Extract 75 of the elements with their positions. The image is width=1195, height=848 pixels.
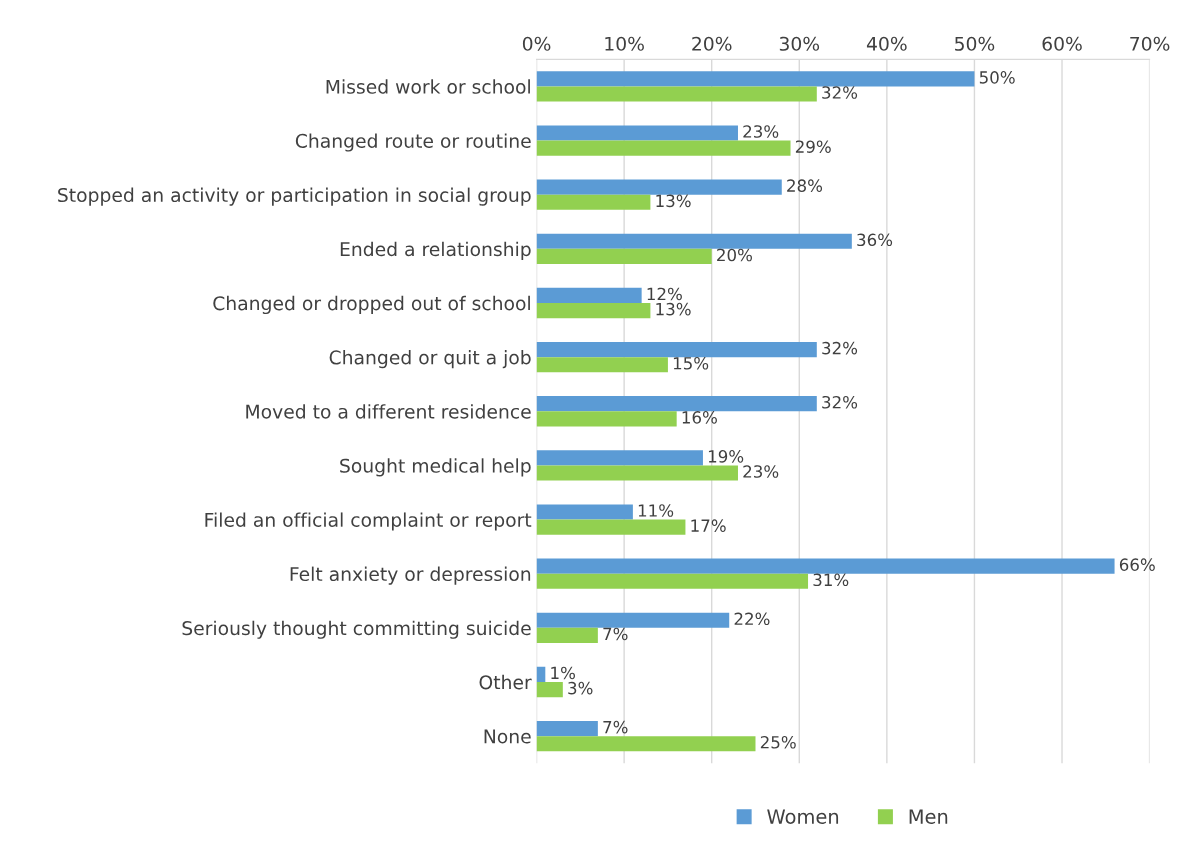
y-tick-label: Changed route or routine: [295, 133, 531, 152]
bar: [536, 450, 703, 466]
bar: [536, 558, 1115, 574]
y-tick-label: Stopped an activity or participation in social group: [58, 187, 531, 206]
bar: [536, 519, 686, 535]
data-label: 32%: [822, 341, 858, 355]
data-label: 12%: [647, 287, 682, 301]
data-label: 23%: [743, 465, 779, 478]
y-tick-label: Missed work or school: [326, 79, 530, 94]
data-label: 22%: [734, 612, 770, 626]
data-label: 13%: [656, 194, 691, 208]
data-label: 19%: [708, 450, 744, 463]
bar: [536, 287, 642, 303]
y-tick-label: Changed or dropped out of school: [213, 295, 530, 315]
y-tick-label: Moved to a different residence: [246, 404, 531, 419]
x-tick-label: 60%: [1042, 36, 1082, 51]
y-tick-label: Sought medical help: [340, 458, 531, 477]
bar: [536, 612, 730, 628]
data-label: 15%: [673, 356, 709, 370]
bar: [536, 194, 651, 210]
bar: [536, 341, 817, 358]
data-label: 1%: [551, 666, 575, 680]
y-tick-label: Changed or quit a job: [329, 350, 531, 369]
data-label: 29%: [795, 140, 831, 153]
data-label: 16%: [682, 411, 717, 424]
x-tick-label: 40%: [866, 36, 907, 51]
y-tick-label: Felt anxiety or depression: [290, 566, 531, 585]
y-tick-label: Other: [479, 674, 532, 690]
data-label: 13%: [656, 302, 691, 316]
data-label: 11%: [638, 504, 674, 517]
bar: [536, 720, 598, 737]
bar: [536, 573, 809, 589]
data-label: 7%: [603, 627, 628, 641]
bar: [536, 248, 712, 265]
bar: [536, 140, 791, 156]
data-label: 7%: [603, 720, 628, 734]
y-tick-label: Ended a relationship: [340, 241, 531, 260]
data-label: 3%: [568, 681, 593, 695]
data-label: 20%: [717, 248, 752, 262]
bar: [536, 396, 817, 412]
bar: [536, 681, 563, 698]
data-label: 32%: [822, 395, 858, 409]
y-tick-label: None: [484, 729, 531, 744]
data-label: 50%: [979, 71, 1015, 84]
bar: [536, 465, 738, 481]
data-label: 28%: [787, 179, 823, 192]
bar: [536, 179, 782, 195]
x-tick-label: 30%: [779, 36, 820, 51]
legend-label: Men: [909, 809, 948, 824]
y-tick-label: Filed an official complaint or report: [205, 512, 532, 531]
data-label: 25%: [760, 735, 796, 749]
legend-label: Women: [767, 809, 839, 824]
data-label: 23%: [743, 125, 779, 138]
bar: [536, 627, 598, 644]
bar: [536, 411, 677, 427]
data-label: 17%: [691, 519, 726, 532]
bar: [536, 504, 633, 520]
data-label: 66%: [1119, 558, 1155, 571]
bar: [536, 233, 852, 249]
x-tick-label: 10%: [605, 36, 644, 51]
bar: [536, 71, 975, 87]
data-label: 31%: [813, 573, 849, 587]
x-tick-label: 50%: [955, 36, 995, 51]
bar: [536, 666, 546, 682]
bar: [536, 86, 817, 102]
y-tick-label: Seriously thought committing suicide: [182, 620, 531, 639]
bar: [536, 357, 668, 373]
data-label: 36%: [857, 233, 893, 247]
bar: [536, 125, 738, 141]
x-tick-label: 70%: [1130, 36, 1170, 51]
data-label: 32%: [822, 86, 858, 99]
bar: [536, 303, 651, 319]
x-tick-label: 20%: [692, 36, 732, 51]
x-tick-label: 0%: [522, 36, 551, 51]
bar: [536, 736, 756, 752]
